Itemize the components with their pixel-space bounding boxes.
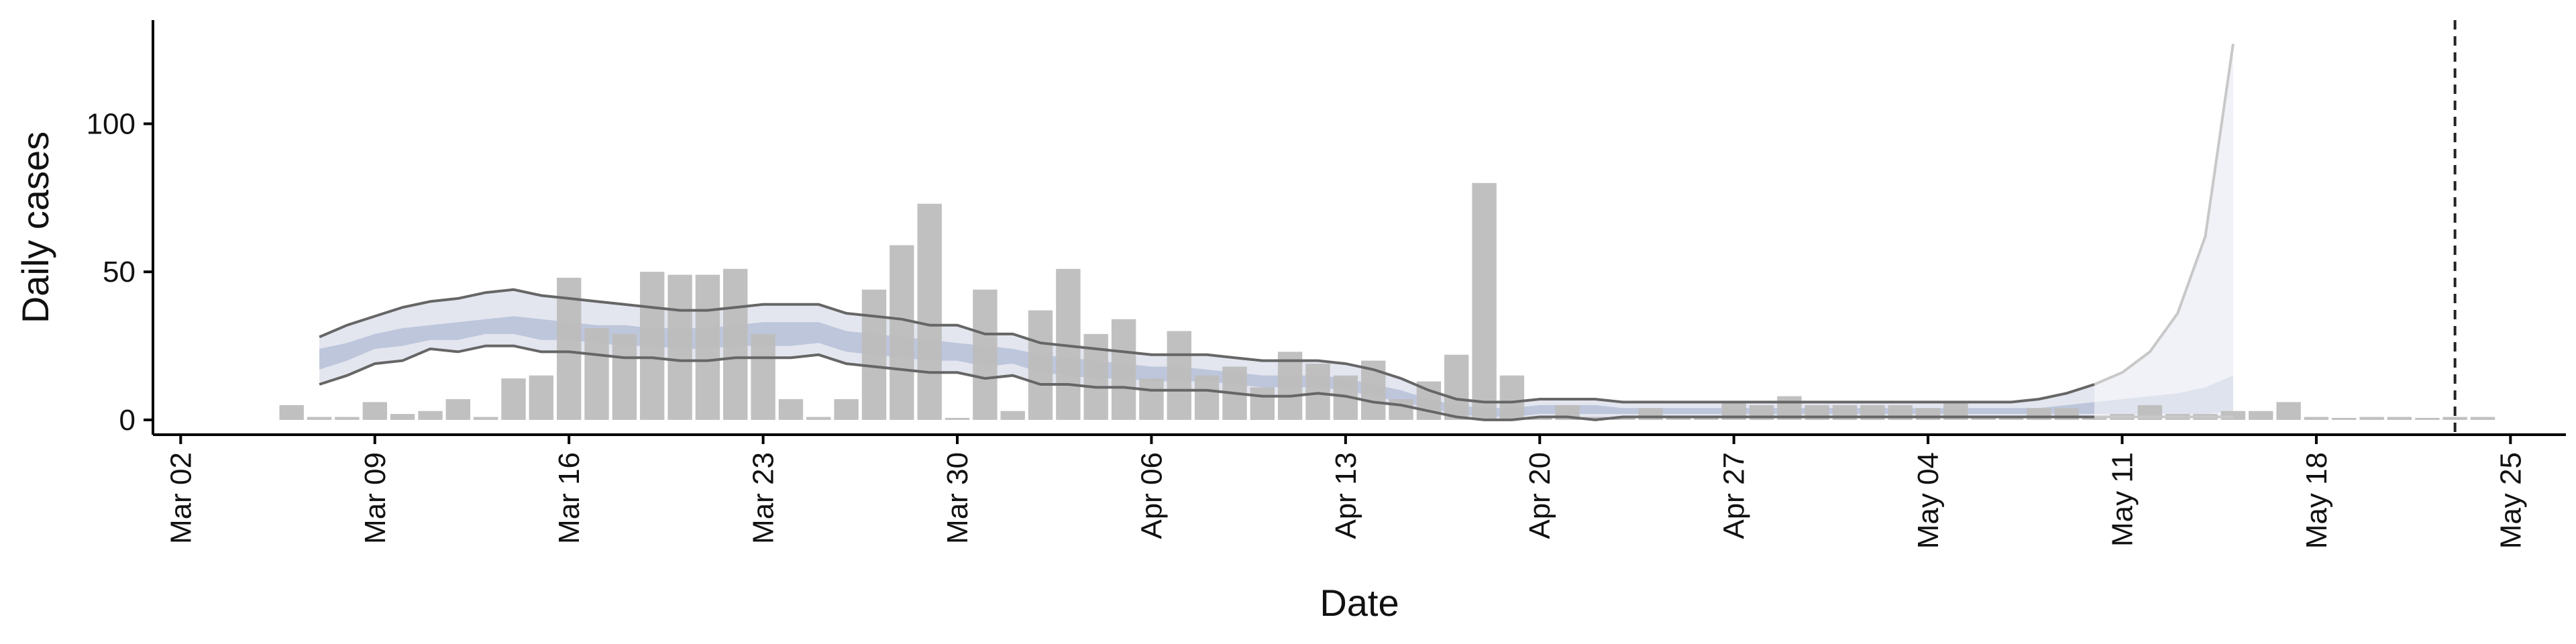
case-bar [973, 289, 998, 420]
case-bar [418, 411, 443, 420]
x-tick-label: Mar 02 [164, 452, 197, 544]
case-bar [612, 333, 637, 420]
case-bar [2220, 411, 2246, 420]
case-bar [1499, 375, 1525, 420]
case-bar [557, 278, 582, 420]
case-bar [2332, 417, 2357, 420]
case-bar [501, 378, 526, 420]
x-tick-label: Mar 16 [553, 452, 586, 544]
case-bar [667, 274, 692, 420]
x-tick-label: Apr 13 [1330, 452, 1362, 539]
axes: 0 50 100 Mar 02 Mar 09 Mar 16 Mar 23 Mar 30 Apr … [87, 20, 2566, 549]
case-bar [2415, 417, 2440, 420]
x-axis-title: Date [1320, 582, 1399, 624]
case-bar [1000, 411, 1025, 420]
case-bar [1139, 378, 1164, 420]
case-bar [2249, 411, 2273, 420]
case-bar [723, 268, 748, 420]
case-bar [335, 417, 360, 420]
case-bar [1277, 352, 1303, 420]
case-bar [1389, 399, 1413, 420]
case-bar [1250, 387, 1275, 420]
case-bar [1305, 364, 1330, 420]
case-bar [1666, 417, 1691, 420]
case-bar [917, 203, 942, 420]
case-bar [751, 333, 775, 420]
case-bar [2304, 417, 2329, 420]
case-bar [1527, 417, 1552, 420]
case-bar [2359, 417, 2384, 420]
lower-bound-line [319, 344, 2095, 421]
band-edge-lines [319, 44, 2235, 421]
y-tick-label: 50 [103, 256, 136, 288]
x-tick-label: Apr 06 [1135, 452, 1168, 539]
x-tick-label: May 18 [2300, 452, 2333, 549]
case-bar [390, 414, 415, 420]
case-bar [640, 272, 665, 420]
case-bar [1472, 182, 1497, 420]
x-tick-label: Apr 27 [1718, 452, 1751, 539]
y-axis-title: Daily cases [14, 131, 56, 323]
x-tick-label: Mar 23 [747, 452, 780, 544]
case-bar [778, 399, 804, 420]
case-bar [1028, 310, 1053, 420]
case-bar [1167, 331, 1191, 420]
case-bar [1998, 417, 2024, 420]
case-bar [2387, 417, 2412, 420]
x-tick-label: Mar 30 [941, 452, 974, 544]
case-bar [861, 289, 887, 420]
forecast-inner-band [2094, 375, 2233, 415]
case-bar [695, 274, 720, 420]
case-bar [1971, 417, 1996, 420]
case-bar [279, 405, 304, 420]
upper-bound-line [319, 288, 2095, 404]
case-bar [945, 417, 970, 420]
x-tick-label: May 11 [2106, 452, 2139, 547]
case-bar [1444, 354, 1469, 420]
case-bar [1194, 375, 1220, 420]
case-bar [529, 375, 553, 420]
x-tick-label: May 25 [2494, 452, 2527, 549]
case-bar [2082, 417, 2107, 420]
case-bar [1611, 417, 1635, 420]
x-tick-label: Mar 09 [359, 452, 392, 544]
case-bar [307, 417, 332, 420]
case-bar [1582, 417, 1608, 420]
case-bar [806, 417, 831, 420]
case-bar [2443, 417, 2467, 420]
case-bar [2470, 417, 2496, 420]
x-tick-label: Apr 20 [1523, 452, 1556, 539]
forecast-outer-band [2094, 44, 2233, 417]
case-bar [473, 417, 498, 420]
x-tick-label: May 04 [1912, 452, 1945, 549]
y-tick-label: 100 [87, 108, 136, 141]
case-bar [890, 245, 914, 420]
case-bar [1111, 319, 1136, 420]
case-bar [1694, 417, 1719, 420]
y-tick-label: 0 [119, 404, 136, 437]
forecast-upper-line [2094, 44, 2235, 386]
case-bar [362, 402, 387, 420]
case-bar [2276, 402, 2301, 420]
case-bar [445, 399, 470, 420]
case-bar [834, 399, 859, 420]
case-bar [584, 328, 609, 420]
